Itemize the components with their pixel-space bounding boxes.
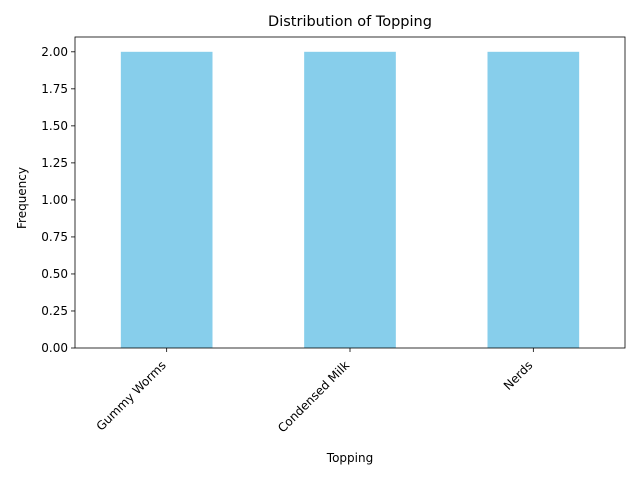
x-tick-label: Nerds: [501, 358, 536, 393]
axes-frame: [74, 36, 626, 349]
y-tick-label: 0.25: [41, 304, 68, 318]
y-tick-label: 1.00: [41, 193, 68, 207]
y-tick-label: 1.75: [41, 82, 68, 96]
bar: [304, 51, 396, 349]
y-tick-label: 0.00: [41, 341, 68, 355]
y-axis-label: Frequency: [15, 167, 29, 229]
y-tick-label: 2.00: [41, 45, 68, 59]
bar: [487, 51, 580, 349]
plot-area: 0.00 0.25 0.50 0.75 1.00 1.25 1.50 1.75 2.00 Gumm…: [41, 36, 626, 435]
x-axis-label: Topping: [326, 451, 373, 465]
x-tick-label: Condensed Milk: [275, 358, 352, 435]
y-tick-label: 1.25: [41, 156, 68, 170]
chart-title: Distribution of Topping: [268, 14, 432, 30]
bar: [120, 51, 213, 349]
y-tick-label: 0.50: [41, 267, 68, 281]
y-tick-label: 0.75: [41, 230, 68, 244]
y-tick-label: 1.50: [41, 119, 68, 133]
x-tick-label: Gummy Worms: [94, 358, 169, 433]
